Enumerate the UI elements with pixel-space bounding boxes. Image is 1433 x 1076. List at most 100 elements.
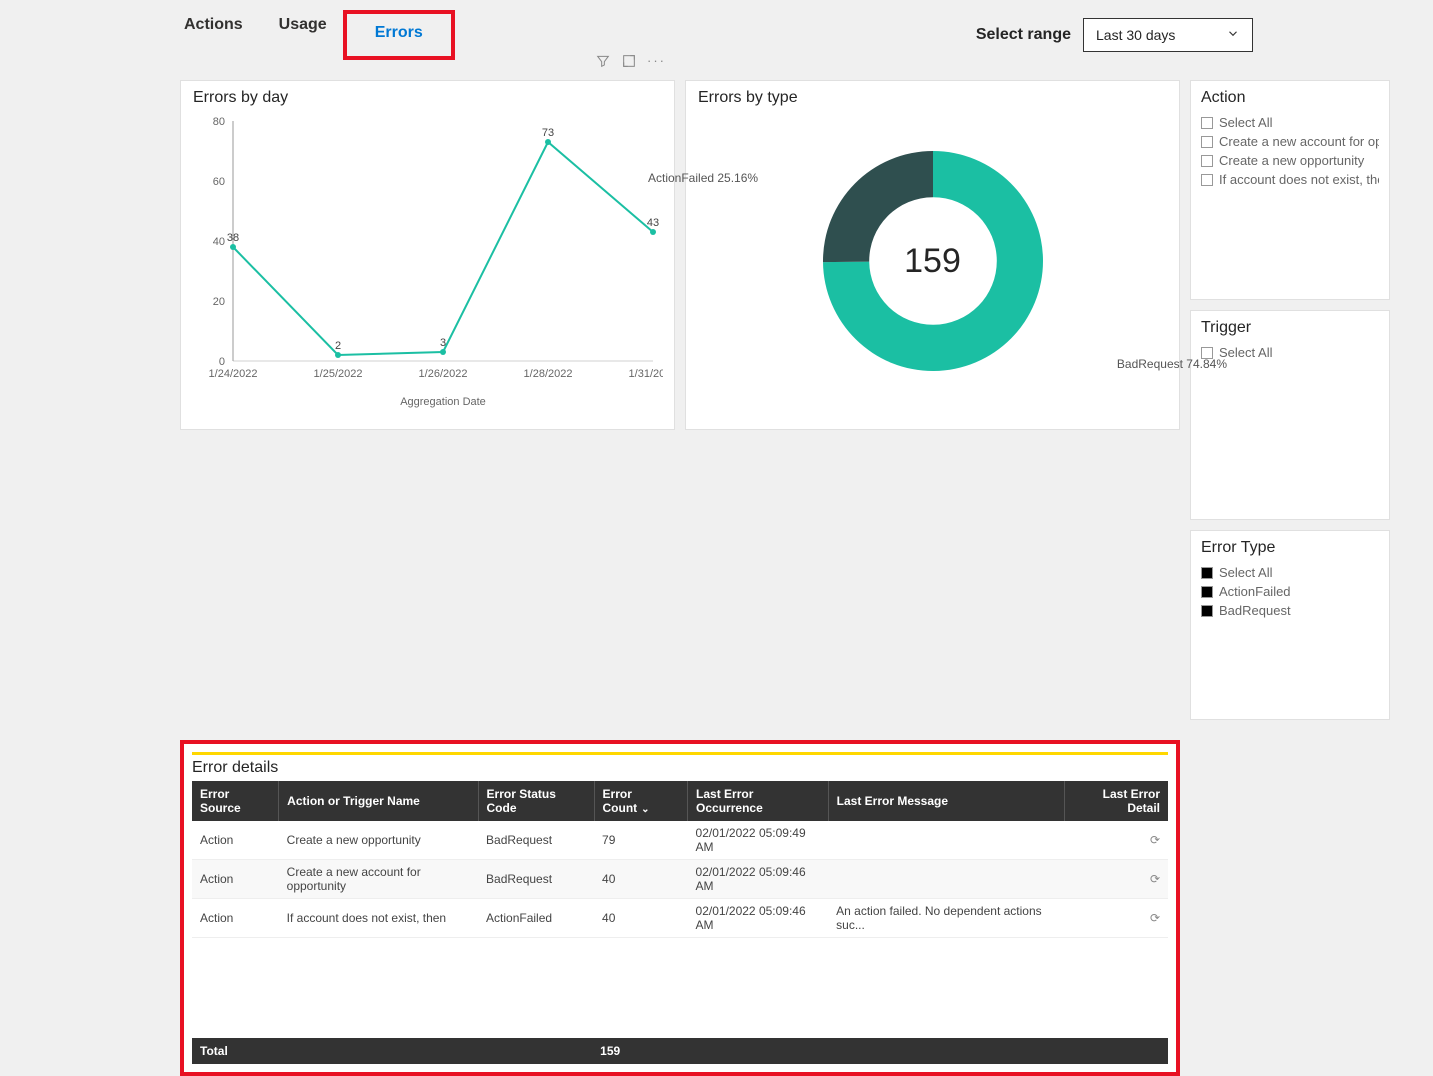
table-header[interactable]: Last Error Detail: [1064, 781, 1168, 821]
checkbox-icon: [1201, 567, 1213, 579]
filter-item-label: BadRequest: [1219, 603, 1291, 618]
svg-text:40: 40: [213, 236, 225, 248]
checkbox-icon: [1201, 155, 1213, 167]
table-row[interactable]: ActionCreate a new account for opportuni…: [192, 860, 1168, 899]
filter-trigger: Trigger Select All: [1190, 310, 1390, 520]
tab-errors[interactable]: Errors: [371, 18, 427, 48]
checkbox-icon: [1201, 605, 1213, 617]
svg-text:Aggregation Date: Aggregation Date: [400, 396, 486, 408]
line-chart: 0 20 40 60 80 38 1/24/2022 2 1/25/2022 3 1/26/2022…: [193, 111, 663, 411]
table-header[interactable]: Error Count⌄: [594, 781, 688, 821]
table-cell: Create a new account for opportunity: [279, 860, 478, 899]
filter-item-label: ActionFailed: [1219, 584, 1291, 599]
table-cell: [828, 821, 1064, 860]
filter-trigger-title: Trigger: [1201, 319, 1379, 337]
table-cell: Create a new opportunity: [279, 821, 478, 860]
table-header[interactable]: Action or Trigger Name: [279, 781, 478, 821]
svg-text:20: 20: [213, 296, 225, 308]
filter-item[interactable]: Select All: [1201, 563, 1379, 582]
table-cell: 02/01/2022 05:09:46 AM: [688, 899, 829, 938]
filter-item-label: Create a new opportunity: [1219, 153, 1364, 168]
card-toolbar: ···: [595, 53, 666, 72]
filter-item-label: Select All: [1219, 565, 1272, 580]
topbar: Actions Usage Errors Select range Last 3…: [0, 0, 1433, 80]
donut-label-1: BadRequest 74.84%: [1117, 357, 1227, 371]
error-details-card: Error details Error SourceAction or Trig…: [180, 740, 1180, 1076]
table-header[interactable]: Last Error Message: [828, 781, 1064, 821]
table-row[interactable]: ActionIf account does not exist, thenAct…: [192, 899, 1168, 938]
filter-item-label: Create a new account for op...: [1219, 134, 1379, 149]
table-cell: If account does not exist, then: [279, 899, 478, 938]
table-header[interactable]: Error Source: [192, 781, 279, 821]
filter-item[interactable]: ActionFailed: [1201, 582, 1379, 601]
donut-title: Errors by type: [698, 89, 1167, 107]
total-label: Total: [192, 1038, 592, 1064]
svg-text:1/25/2022: 1/25/2022: [314, 368, 363, 380]
detail-link-icon[interactable]: ⟳: [1064, 821, 1168, 860]
table-row[interactable]: ActionCreate a new opportunityBadRequest…: [192, 821, 1168, 860]
tab-usage[interactable]: Usage: [275, 10, 331, 60]
svg-text:1/24/2022: 1/24/2022: [209, 368, 258, 380]
total-value: 159: [592, 1038, 1168, 1064]
svg-text:38: 38: [227, 232, 239, 244]
svg-text:1/26/2022: 1/26/2022: [419, 368, 468, 380]
table-cell: ActionFailed: [478, 899, 594, 938]
svg-text:80: 80: [213, 116, 225, 128]
table-header[interactable]: Error Status Code: [478, 781, 594, 821]
table-cell: 02/01/2022 05:09:46 AM: [688, 860, 829, 899]
svg-text:60: 60: [213, 176, 225, 188]
filter-item-label: Select All: [1219, 345, 1272, 360]
table-cell: BadRequest: [478, 860, 594, 899]
checkbox-icon: [1201, 586, 1213, 598]
tab-actions[interactable]: Actions: [180, 10, 247, 60]
filter-action-title: Action: [1201, 89, 1379, 107]
table-header[interactable]: Last Error Occurrence: [688, 781, 829, 821]
filter-item[interactable]: Select All: [1201, 343, 1379, 362]
error-details-title: Error details: [192, 752, 1168, 777]
filter-item[interactable]: Create a new account for op...: [1201, 132, 1379, 151]
focus-icon[interactable]: [621, 53, 637, 72]
table-cell: BadRequest: [478, 821, 594, 860]
filter-item[interactable]: BadRequest: [1201, 601, 1379, 620]
filter-action: Action Select All Create a new account fo…: [1190, 80, 1390, 300]
table-cell: Action: [192, 860, 279, 899]
checkbox-icon: [1201, 174, 1213, 186]
checkbox-icon: [1201, 136, 1213, 148]
filter-item[interactable]: If account does not exist, then: [1201, 170, 1379, 189]
detail-link-icon[interactable]: ⟳: [1064, 899, 1168, 938]
error-details-table: Error SourceAction or Trigger NameError …: [192, 781, 1168, 938]
svg-text:1/31/2022: 1/31/2022: [629, 368, 663, 380]
table-cell: 79: [594, 821, 688, 860]
tab-errors-highlight: Errors: [343, 10, 455, 60]
table-cell: 02/01/2022 05:09:49 AM: [688, 821, 829, 860]
filter-item-label: If account does not exist, then: [1219, 172, 1379, 187]
donut-chart: 159 ActionFailed 25.16% BadRequest 74.84…: [698, 111, 1167, 411]
chevron-down-icon: [1226, 27, 1240, 44]
filter-item[interactable]: Create a new opportunity: [1201, 151, 1379, 170]
svg-text:73: 73: [542, 127, 554, 139]
table-cell: [828, 860, 1064, 899]
table-cell: 40: [594, 899, 688, 938]
svg-text:2: 2: [335, 340, 341, 352]
table-cell: Action: [192, 821, 279, 860]
checkbox-icon: [1201, 117, 1213, 129]
filter-icon[interactable]: [595, 53, 611, 72]
donut-card: Errors by type 159 ActionFailed 25.16% B…: [685, 80, 1180, 430]
svg-text:43: 43: [647, 217, 659, 229]
line-chart-title: Errors by day: [193, 89, 662, 107]
range-select[interactable]: Last 30 days: [1083, 18, 1253, 52]
svg-text:1/28/2022: 1/28/2022: [524, 368, 573, 380]
filter-item-label: Select All: [1219, 115, 1272, 130]
detail-link-icon[interactable]: ⟳: [1064, 860, 1168, 899]
filter-errortype-title: Error Type: [1201, 539, 1379, 557]
more-icon[interactable]: ···: [647, 53, 666, 72]
table-cell: An action failed. No dependent actions s…: [828, 899, 1064, 938]
filter-errortype: Error Type Select All ActionFailed BadRequ…: [1190, 530, 1390, 720]
svg-text:3: 3: [440, 337, 446, 349]
table-cell: 40: [594, 860, 688, 899]
svg-text:0: 0: [219, 356, 225, 368]
range-label: Select range: [976, 26, 1071, 44]
tabs: Actions Usage Errors: [180, 10, 455, 60]
filter-item[interactable]: Select All: [1201, 113, 1379, 132]
donut-total: 159: [904, 242, 961, 281]
